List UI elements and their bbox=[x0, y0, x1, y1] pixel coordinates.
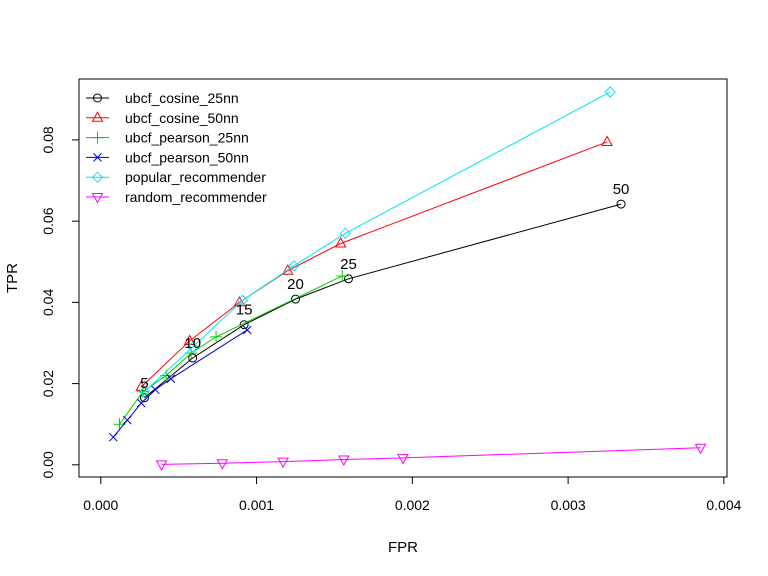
y-tick-label: 0.04 bbox=[40, 289, 56, 316]
data-point bbox=[694, 443, 707, 455]
series-layer bbox=[108, 86, 707, 471]
series-popular_recommender bbox=[138, 86, 616, 398]
series-line bbox=[144, 91, 611, 393]
series-line bbox=[161, 447, 701, 465]
point-annotation: 10 bbox=[184, 335, 201, 352]
legend-marker bbox=[91, 131, 104, 144]
data-point bbox=[138, 386, 151, 398]
series-line bbox=[144, 203, 622, 399]
point-annotation: 5 bbox=[140, 375, 148, 392]
legend-label: ubcf_pearson_50nn bbox=[125, 149, 249, 165]
legend-label: ubcf_cosine_25nn bbox=[125, 90, 239, 106]
x-axis-title: FPR bbox=[388, 539, 418, 556]
legend-marker bbox=[91, 193, 104, 204]
data-point bbox=[139, 393, 149, 403]
data-point bbox=[122, 415, 132, 425]
y-tick-label: 0.00 bbox=[40, 451, 56, 478]
x-tick-label: 0.003 bbox=[551, 497, 586, 513]
data-point bbox=[281, 264, 294, 275]
data-point bbox=[337, 455, 350, 467]
x-tick-label: 0.001 bbox=[239, 497, 274, 513]
data-point bbox=[291, 294, 301, 304]
point-annotation: 20 bbox=[287, 276, 304, 293]
series-ubcf_pearson_50nn bbox=[108, 325, 252, 442]
y-tick-label: 0.08 bbox=[40, 126, 56, 153]
series-line bbox=[112, 329, 248, 438]
legend-label: random_recommender bbox=[125, 189, 267, 205]
x-tick-label: 0.002 bbox=[395, 497, 430, 513]
legend-marker bbox=[91, 111, 104, 122]
y-axis-title: TPR bbox=[4, 263, 21, 293]
series-ubcf_cosine_25nn bbox=[139, 199, 626, 403]
legend-label: popular_recommender bbox=[125, 169, 266, 185]
data-point bbox=[242, 325, 252, 335]
data-point bbox=[339, 227, 352, 240]
y-tick-label: 0.02 bbox=[40, 370, 56, 397]
data-point bbox=[616, 199, 626, 209]
series-random_recommender bbox=[155, 443, 707, 471]
point-annotation: 50 bbox=[613, 181, 630, 198]
data-point bbox=[210, 330, 223, 343]
data-point bbox=[136, 398, 146, 408]
data-point bbox=[188, 353, 198, 363]
x-tick-label: 0.004 bbox=[706, 497, 741, 513]
legend-label: ubcf_cosine_50nn bbox=[125, 110, 239, 126]
data-point bbox=[397, 453, 409, 465]
legend-marker bbox=[91, 171, 104, 183]
y-tick-label: 0.06 bbox=[40, 207, 56, 234]
point-annotation: 15 bbox=[236, 302, 253, 319]
legend-marker bbox=[93, 93, 102, 103]
data-point bbox=[166, 374, 176, 384]
y-axis: 0.00 0.02 0.04 0.06 0.08 bbox=[40, 126, 80, 478]
data-point bbox=[277, 457, 289, 469]
data-point bbox=[336, 269, 349, 282]
data-point bbox=[288, 260, 300, 272]
data-point bbox=[108, 432, 118, 442]
annotation-layer: 5 10 15 20 25 50 bbox=[140, 181, 629, 392]
data-point bbox=[343, 274, 353, 284]
data-point bbox=[239, 320, 249, 330]
series-ubcf_pearson_25nn bbox=[113, 269, 349, 431]
legend-label: ubcf_pearson_25nn bbox=[125, 130, 249, 146]
point-annotation: 25 bbox=[340, 256, 357, 273]
data-point bbox=[334, 236, 347, 248]
data-point bbox=[601, 135, 613, 146]
series-line bbox=[119, 275, 343, 425]
legend: ubcf_cosine_25nn ubcf_cosine_50nn ubcf_pea… bbox=[86, 90, 267, 205]
x-tick-label: 0.000 bbox=[83, 497, 118, 513]
data-point bbox=[150, 385, 160, 395]
data-point bbox=[236, 294, 249, 307]
data-point bbox=[187, 341, 199, 353]
x-axis: 0.000 0.001 0.002 0.003 0.004 bbox=[83, 476, 742, 513]
data-point bbox=[216, 459, 229, 470]
data-point bbox=[183, 334, 196, 345]
data-point bbox=[155, 460, 168, 471]
legend-marker bbox=[93, 153, 102, 162]
data-point bbox=[604, 86, 616, 98]
